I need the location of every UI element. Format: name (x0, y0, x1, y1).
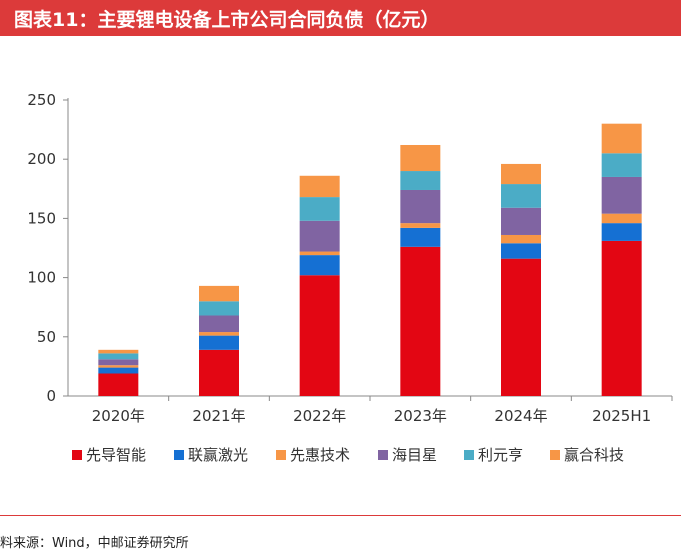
bar-segment (98, 359, 139, 366)
source-note: 料来源：Wind，中邮证券研究所 (0, 536, 189, 551)
bar-segment (98, 365, 139, 368)
bar-segment (501, 234, 541, 244)
x-tick-label: 2022年 (293, 407, 346, 425)
legend-swatch (550, 450, 560, 460)
bar-segment (601, 123, 642, 154)
footer-divider (0, 515, 681, 516)
bar-segment (98, 367, 139, 374)
bar-segment (601, 153, 642, 177)
stacked-bar-chart: 0 50 100 150 200 250 2020年 2021年 2022年 2023年 2024年… (27, 91, 673, 464)
bar-segment (98, 349, 139, 354)
x-tick-label: 2023年 (394, 407, 447, 425)
legend-swatch (174, 450, 184, 460)
y-tick-label: 0 (46, 387, 56, 405)
bar-segment (199, 315, 239, 333)
bar-segment (400, 223, 441, 228)
bar-segment (199, 301, 239, 316)
y-tick-label: 250 (27, 91, 56, 109)
bar-segment (299, 275, 340, 396)
y-tick-label: 50 (37, 328, 56, 346)
bar-segment (501, 207, 541, 235)
legend-swatch (378, 450, 388, 460)
bar-segment (199, 285, 239, 302)
bar-segment (400, 189, 441, 224)
bar-segment (299, 197, 340, 221)
bar-segment (601, 213, 642, 224)
bar-segment (501, 184, 541, 208)
y-tick-label: 150 (27, 209, 56, 227)
x-tick-label: 2024年 (494, 407, 547, 425)
legend-swatch (464, 450, 474, 460)
bar-segment (400, 227, 441, 247)
bar-segment (98, 353, 139, 360)
bar-segment (400, 246, 441, 396)
bar-segment (199, 332, 239, 336)
bar-segment (199, 349, 239, 396)
legend-label: 赢合科技 (564, 446, 624, 464)
bar-segment (601, 240, 642, 396)
bar-segment (501, 258, 541, 396)
legend-label: 先导智能 (86, 446, 146, 464)
legend-label: 联赢激光 (188, 446, 248, 464)
legend-swatch (72, 450, 82, 460)
legend-label: 利元亨 (478, 446, 523, 464)
title-bar: 图表11：主要锂电设备上市公司合同负债（亿元） (0, 0, 681, 36)
bar-segment (98, 373, 139, 396)
legend-label: 海目星 (392, 446, 437, 464)
y-tick-label: 200 (27, 150, 56, 168)
x-tick-label: 2020年 (92, 407, 145, 425)
bar-segment (299, 175, 340, 198)
bar-segment (501, 163, 541, 185)
bar-segment (199, 335, 239, 350)
bar-segment (299, 251, 340, 256)
x-tick-label: 2025H1 (592, 407, 651, 425)
y-tick-label: 100 (27, 269, 56, 287)
bar-segment (501, 243, 541, 259)
bar-segment (601, 223, 642, 241)
bar-segment (299, 255, 340, 276)
legend-swatch (276, 450, 286, 460)
chart-title: 图表11：主要锂电设备上市公司合同负债（亿元） (14, 9, 440, 31)
legend-label: 先惠技术 (290, 446, 350, 464)
x-tick-label: 2021年 (192, 407, 245, 425)
bar-segment (400, 144, 441, 172)
bar-segment (601, 176, 642, 214)
bar-segment (400, 171, 441, 190)
bar-segment (299, 220, 340, 252)
